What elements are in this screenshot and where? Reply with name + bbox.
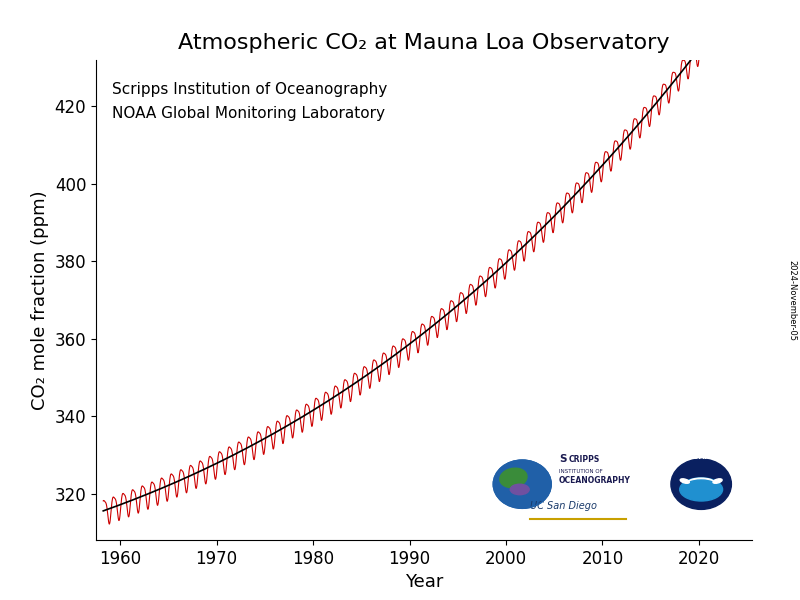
Ellipse shape [680,479,690,483]
Title: Atmospheric CO₂ at Mauna Loa Observatory: Atmospheric CO₂ at Mauna Loa Observatory [178,33,670,53]
Text: NOAA: NOAA [686,452,711,461]
X-axis label: Year: Year [405,573,443,591]
Text: UC San Diego: UC San Diego [530,502,597,511]
Text: INSTITUTION OF: INSTITUTION OF [558,469,602,473]
Ellipse shape [682,480,720,499]
Ellipse shape [500,468,527,488]
Y-axis label: CO₂ mole fraction (ppm): CO₂ mole fraction (ppm) [31,190,49,410]
Ellipse shape [510,484,529,494]
Text: 2024-November-05: 2024-November-05 [787,259,796,340]
Text: NOAA Global Monitoring Laboratory: NOAA Global Monitoring Laboratory [112,106,386,121]
Ellipse shape [680,478,722,501]
Text: S: S [558,454,566,464]
Text: OCEANOGRAPHY: OCEANOGRAPHY [558,476,630,485]
Ellipse shape [689,478,714,486]
Text: CRIPPS: CRIPPS [569,455,600,464]
Circle shape [671,459,731,509]
Ellipse shape [713,479,722,483]
Text: Scripps Institution of Oceanography: Scripps Institution of Oceanography [112,82,388,97]
Circle shape [494,460,551,508]
